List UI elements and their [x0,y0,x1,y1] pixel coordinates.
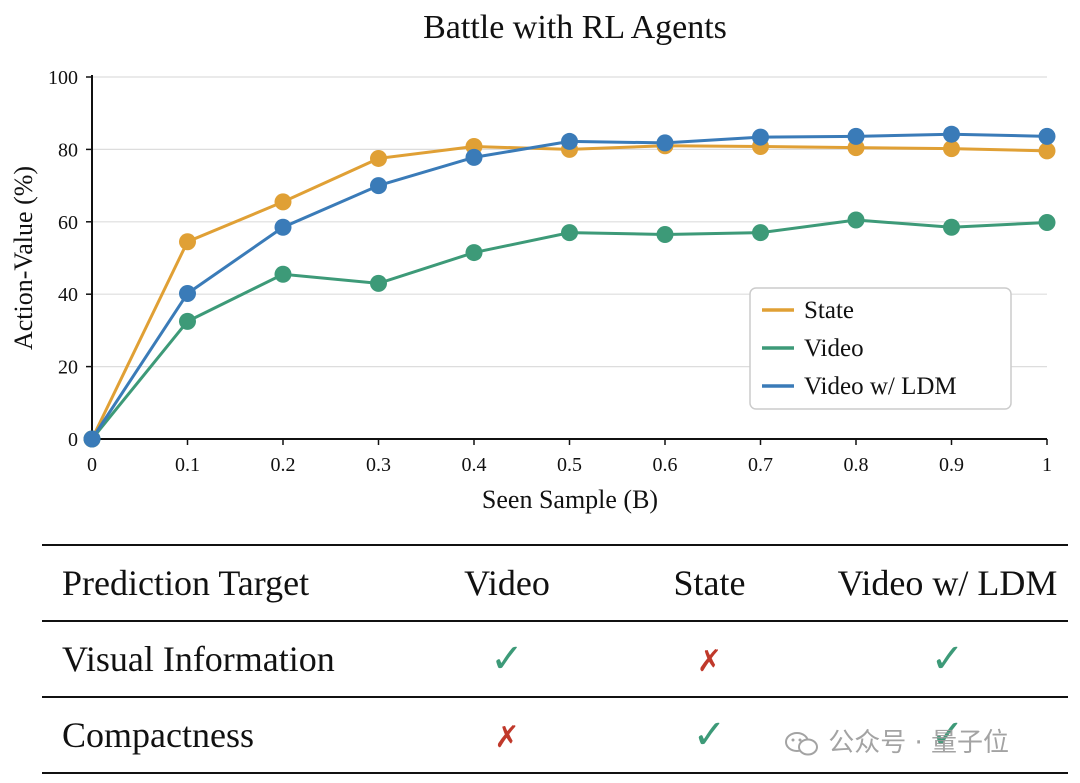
y-tick-label: 0 [68,429,78,451]
data-point [847,127,865,145]
data-point [179,284,196,302]
table-row: Visual Information ✓ ✗ ✓ [42,621,1068,698]
data-point [274,193,292,211]
data-point [752,128,769,146]
table-row: Compactness ✗ ✓ ✓ [42,697,1068,774]
table-header-row: Prediction Target Video State Video w/ L… [42,544,1068,622]
watermark-text: 公众号 · 量子位 [828,728,1010,758]
watermark: 公众号 · 量子位 [784,722,1009,759]
wechat-icon [785,731,818,755]
data-point [656,134,674,152]
data-point [179,233,196,251]
cross-icon: ✗ [494,720,520,755]
data-point [943,218,960,236]
x-tick-label: 0.2 [271,454,296,476]
row-label: Visual Information [42,621,422,698]
cross-icon: ✗ [696,644,723,679]
y-tick-label: 100 [48,67,78,89]
x-tick-label: 0.1 [175,454,200,476]
data-point [370,274,387,292]
data-point [1038,142,1056,160]
data-point [943,140,960,158]
data-point [370,149,387,167]
header-cell: Video [422,544,592,622]
x-tick-label: 0 [87,454,97,476]
x-tick-label: 0.5 [557,454,582,476]
x-tick-label: 0.8 [844,454,869,476]
data-point [561,132,578,150]
data-point [752,224,769,242]
data-point [83,430,101,448]
data-point [1038,214,1056,232]
check-icon: ✓ [692,712,727,758]
legend: State Video Video w/ LDM [749,287,1012,410]
header-cell: State [592,544,827,622]
data-point [465,244,483,262]
legend-label: Video [804,335,864,362]
series-layer [83,125,1056,448]
y-axis-label: Action-Value (%) [9,166,38,350]
data-point [274,265,292,283]
legend-box [749,287,1012,410]
data-point [656,225,674,243]
axes: 0 20 40 60 80 100 0 0.1 0.2 0.3 0.4 0.5 0.6 0.7 0.8 0.9… [48,67,1052,476]
x-tick-label: 0.6 [653,454,678,476]
x-tick-label: 0.7 [748,454,773,476]
legend-label: Video w/ LDM [804,373,957,400]
line-chart: Battle with RL Agents 0 20 40 60 80 100 0 0.1 0.… [9,9,1056,514]
y-tick-label: 40 [58,284,78,306]
data-point [847,211,865,229]
check-icon: ✓ [930,636,965,682]
x-axis-label: Seen Sample (B) [482,485,658,514]
check-icon: ✓ [490,636,524,682]
chart-title: Battle with RL Agents [423,9,727,46]
x-tick-label: 0.3 [366,454,391,476]
data-point [561,224,578,242]
check-icon: ✓ [930,712,965,758]
y-tick-label: 60 [58,212,78,234]
data-point [943,125,960,143]
header-cell: Video w/ LDM [827,544,1068,622]
data-point [370,177,387,195]
header-cell: Prediction Target [42,544,422,622]
data-point [465,148,483,166]
y-tick-label: 20 [58,357,78,379]
y-tick-label: 80 [58,139,78,161]
x-tick-label: 1 [1042,454,1052,476]
row-label: Compactness [42,697,422,774]
data-point [274,218,292,236]
data-point [1038,127,1056,145]
x-tick-label: 0.9 [939,454,964,476]
data-point [179,312,196,330]
x-tick-label: 0.4 [462,454,487,476]
comparison-table: Prediction Target Video State Video w/ L… [42,544,1068,774]
legend-label: State [804,297,854,324]
